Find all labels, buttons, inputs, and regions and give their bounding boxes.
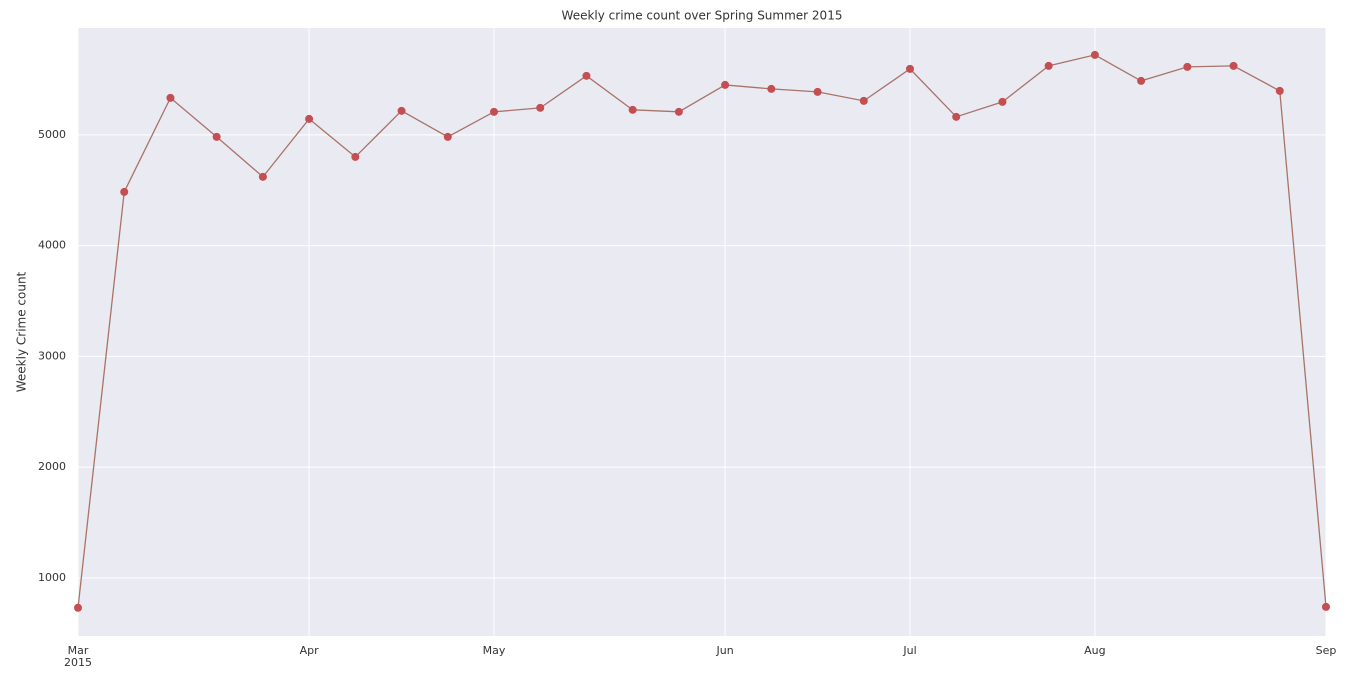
y-tick-label: 5000	[38, 128, 66, 141]
y-tick-label: 3000	[38, 349, 66, 362]
data-point	[1183, 62, 1192, 71]
y-tick-label: 1000	[38, 571, 66, 584]
data-point	[906, 64, 914, 73]
x-sublabel: 2015	[64, 656, 92, 669]
data-point	[305, 114, 314, 123]
data-point	[859, 96, 868, 105]
data-point	[998, 97, 1007, 106]
chart-title: Weekly crime count over Spring Summer 20…	[562, 9, 843, 23]
data-point	[1044, 61, 1053, 70]
data-point	[536, 103, 545, 112]
data-point	[74, 603, 82, 612]
data-point	[166, 93, 175, 102]
x-tick-label: Aug	[1084, 644, 1105, 657]
data-point	[767, 84, 776, 93]
data-point	[212, 132, 221, 141]
data-point	[351, 152, 360, 161]
data-point	[628, 105, 637, 114]
data-point	[1137, 76, 1146, 85]
x-tick-label: Sep	[1316, 644, 1337, 657]
y-tick-label: 4000	[38, 239, 66, 252]
data-point	[813, 87, 822, 96]
data-point	[490, 107, 498, 116]
plot-area	[78, 28, 1326, 636]
data-point	[582, 71, 591, 80]
data-point	[443, 132, 452, 141]
data-point	[120, 187, 129, 196]
x-tick-label: May	[483, 644, 506, 657]
x-tick-label: Apr	[300, 644, 320, 657]
data-point	[1229, 61, 1238, 70]
data-point	[397, 106, 406, 115]
data-point	[952, 112, 961, 121]
data-point	[721, 80, 730, 89]
data-point	[674, 107, 683, 116]
y-tick-label: 2000	[38, 460, 66, 473]
data-line	[77, 54, 1327, 608]
data-point	[258, 172, 267, 181]
x-tick-label: Jun	[716, 644, 734, 657]
data-point	[1275, 86, 1284, 95]
x-tick-label: Jul	[902, 644, 916, 657]
data-point	[1322, 602, 1330, 611]
x-tick-label: Mar	[68, 644, 89, 657]
y-axis-label: Weekly Crime count	[15, 271, 29, 392]
data-point	[1090, 50, 1099, 59]
